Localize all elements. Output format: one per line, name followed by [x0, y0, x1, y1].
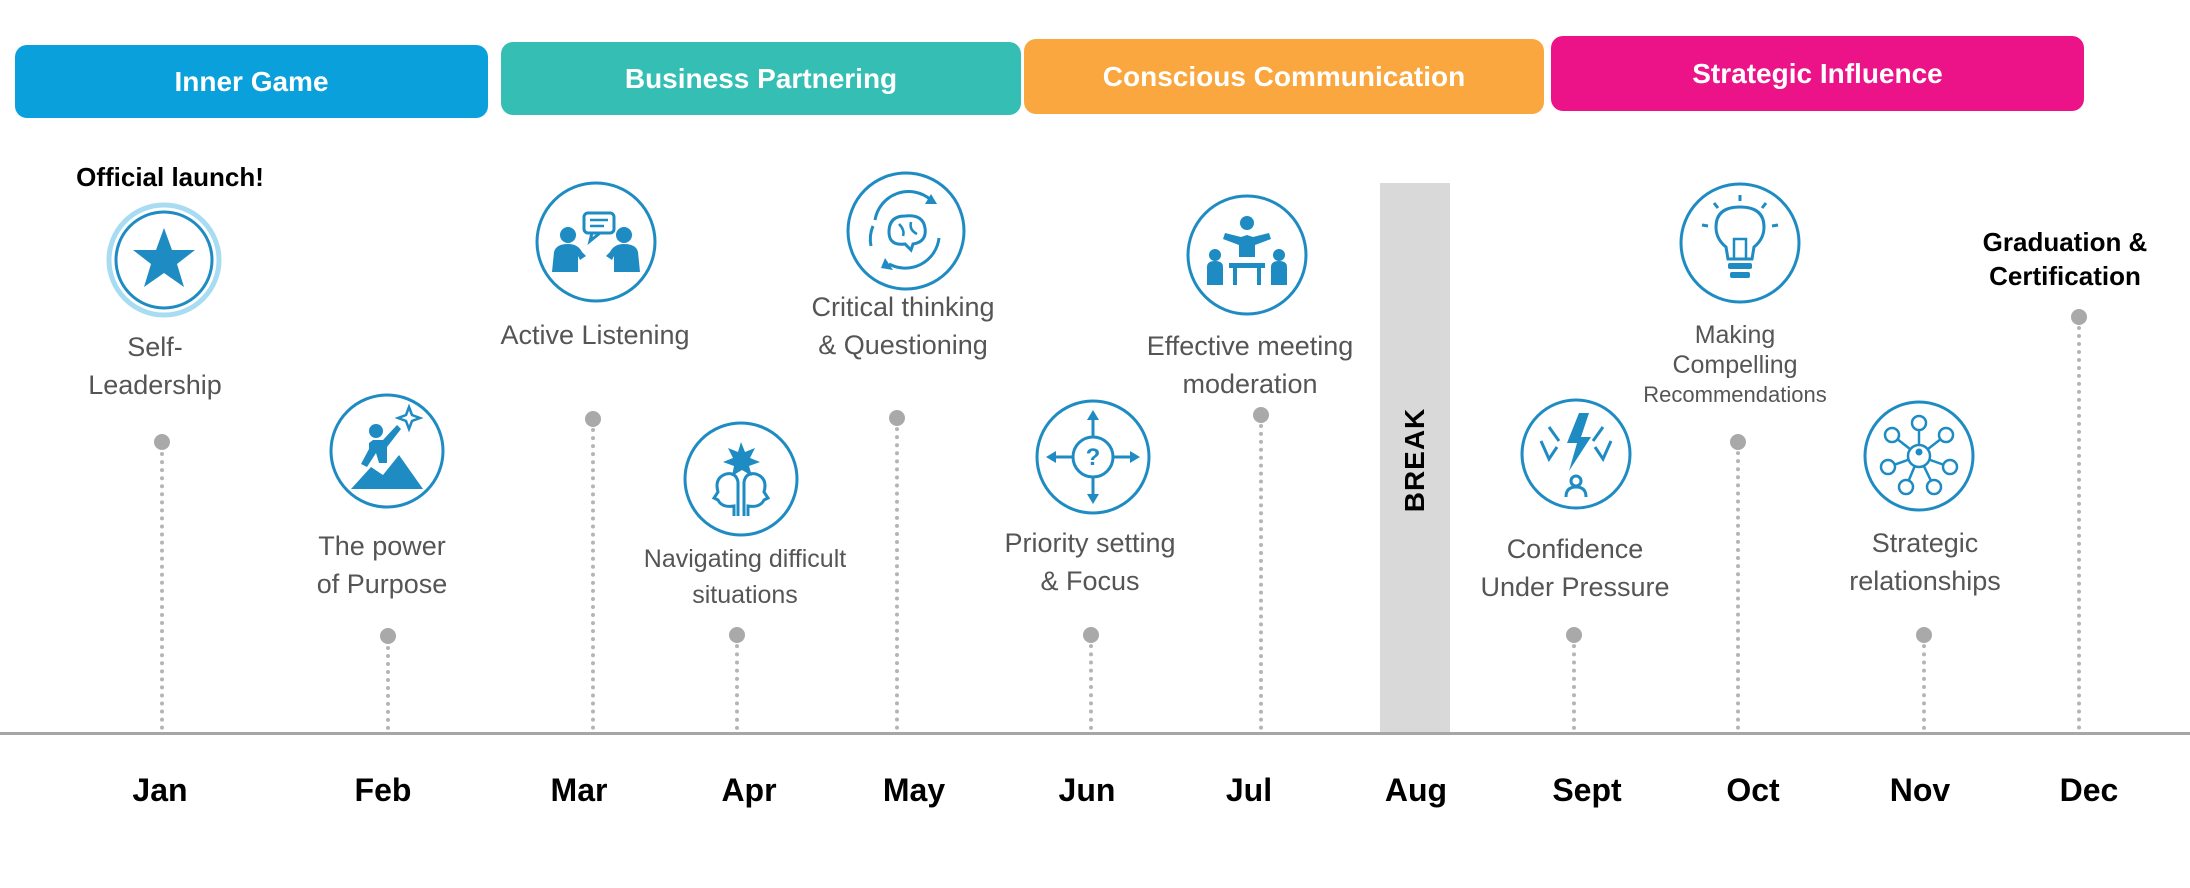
timeline-marker [1253, 407, 1269, 423]
meeting-icon [1186, 194, 1308, 316]
svg-text:?: ? [1086, 444, 1101, 471]
topic-label-effective-meeting: Effective meeting moderation [1146, 331, 1354, 399]
month-label: Jul [1225, 772, 1273, 808]
timeline-marker [380, 628, 396, 644]
timeline-stem [1259, 416, 1263, 730]
timeline-marker [1083, 627, 1099, 643]
phase-band-business-partnering: Business Partnering [501, 42, 1021, 115]
timeline-stem [1736, 443, 1740, 730]
month-label: Feb [354, 772, 412, 808]
timeline-stem [1572, 636, 1576, 730]
phase-label: Business Partnering [624, 62, 898, 94]
heads-clash-icon [683, 421, 799, 537]
topic-label-strategic-relationships: Strategic relationships [1849, 528, 2001, 596]
timeline-marker [154, 434, 170, 450]
topic-label-active-listening: Active Listening [500, 320, 690, 350]
month-label: Apr [721, 772, 777, 808]
brain-cycle-icon [846, 171, 966, 291]
pressure-icon [1520, 398, 1632, 510]
topic-label-navigating-difficult-situations: Navigating difficult situations [643, 545, 847, 609]
topic-label-priority-setting: Priority setting & Focus [1004, 528, 1176, 596]
month-label: Dec [2059, 772, 2119, 808]
timeline-stem [386, 638, 390, 730]
phase-band-conscious-communication: Conscious Communication [1024, 39, 1544, 114]
timeline-stem [591, 420, 595, 730]
timeline-stem [1089, 636, 1093, 730]
lightbulb-icon [1679, 182, 1801, 304]
timeline-stem [160, 444, 164, 730]
phase-band-inner-game: Inner Game [15, 45, 488, 118]
conversation-icon [535, 181, 657, 303]
timeline-stem [2077, 318, 2081, 730]
topic-label-critical-thinking: Critical thinking & Questioning [811, 292, 995, 360]
topic-label-power-of-purpose: The power of Purpose [316, 531, 448, 599]
timeline-marker [1916, 627, 1932, 643]
timeline-stem [895, 419, 899, 730]
timeline-axis [0, 732, 2190, 735]
timeline-marker [1566, 627, 1582, 643]
graduation-note: Graduation & Certification [1982, 227, 2148, 291]
month-label: May [882, 772, 946, 808]
month-label: Jan [132, 772, 188, 808]
timeline-marker [889, 410, 905, 426]
month-label: Nov [1889, 772, 1951, 808]
phase-band-strategic-influence: Strategic Influence [1551, 36, 2084, 111]
timeline-marker [2071, 309, 2087, 325]
timeline-stem [735, 636, 739, 730]
phase-label: Conscious Communication [1102, 60, 1466, 92]
break-bar [1380, 183, 1450, 732]
month-label: Oct [1726, 772, 1780, 808]
timeline-stem [1922, 636, 1926, 730]
phase-label: Strategic Influence [1692, 57, 1943, 89]
timeline-marker [585, 411, 601, 427]
topic-label-self-leadership: Self- Leadership [88, 332, 222, 400]
timeline-marker [1730, 434, 1746, 450]
month-label: Sept [1552, 772, 1622, 808]
break-label: BREAK [1399, 407, 1430, 513]
topic-label-confidence-under-pressure: Confidence Under Pressure [1480, 534, 1670, 602]
network-icon [1863, 400, 1975, 512]
climber-icon [329, 393, 445, 509]
topic-label-making-compelling-recommendations: Making Compelling Recommendations [1643, 321, 1827, 407]
month-label: Aug [1384, 772, 1448, 808]
compass-question-icon: ? [1035, 399, 1151, 515]
month-label: Mar [550, 772, 608, 808]
timeline-marker [729, 627, 745, 643]
month-label: Jun [1058, 772, 1116, 808]
star-icon [106, 202, 222, 318]
launch-note: Official launch! [76, 162, 264, 192]
phase-label: Inner Game [174, 65, 329, 97]
